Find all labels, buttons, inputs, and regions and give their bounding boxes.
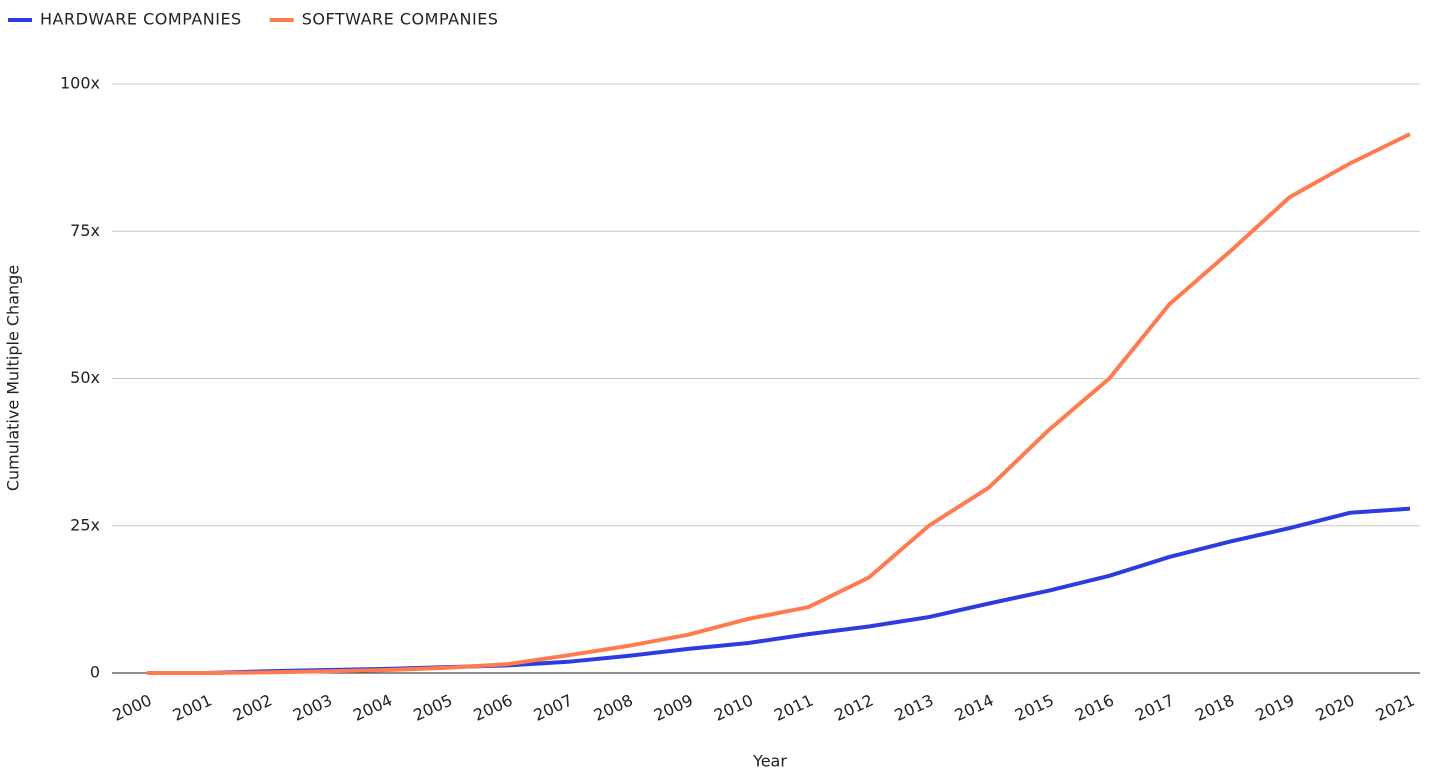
x-tick-label: 2017 — [1132, 690, 1177, 724]
y-tick-label: 25x — [70, 515, 100, 534]
y-tick-label: 0 — [90, 663, 100, 682]
x-tick-label: 2006 — [471, 690, 516, 724]
x-tick-label: 2008 — [591, 690, 636, 724]
y-axis-label: Cumulative Multiple Change — [4, 265, 23, 491]
x-tick-label: 2001 — [170, 690, 215, 724]
x-tick-label: 2000 — [110, 690, 155, 724]
x-tick-label: 2003 — [290, 690, 335, 724]
x-tick-label: 2018 — [1192, 690, 1237, 724]
x-tick-label: 2020 — [1313, 690, 1358, 724]
x-tick-label: 2016 — [1072, 690, 1117, 724]
x-tick-label: 2013 — [892, 690, 937, 724]
x-axis-label: Year — [752, 752, 787, 771]
x-tick-label: 2009 — [651, 690, 696, 724]
x-tick-label: 2002 — [230, 690, 275, 724]
y-tick-label: 50x — [70, 368, 100, 387]
series-line — [147, 506, 1411, 675]
x-tick-label: 2021 — [1373, 690, 1418, 724]
legend-label: HARDWARE COMPANIES — [40, 10, 242, 29]
x-tick-label: 2015 — [1012, 690, 1057, 724]
x-tick-label: 2012 — [831, 690, 876, 724]
y-tick-label: 75x — [70, 221, 100, 240]
x-tick-label: 2019 — [1252, 690, 1297, 724]
x-tick-label: 2007 — [531, 690, 576, 724]
x-tick-label: 2004 — [350, 690, 395, 724]
series-line — [147, 132, 1411, 675]
x-tick-label: 2014 — [952, 690, 997, 724]
y-tick-label: 100x — [60, 74, 100, 93]
x-tick-label: 2010 — [711, 690, 756, 724]
x-tick-label: 2011 — [771, 690, 816, 724]
legend-label: SOFTWARE COMPANIES — [302, 10, 499, 29]
x-tick-label: 2005 — [410, 690, 455, 724]
